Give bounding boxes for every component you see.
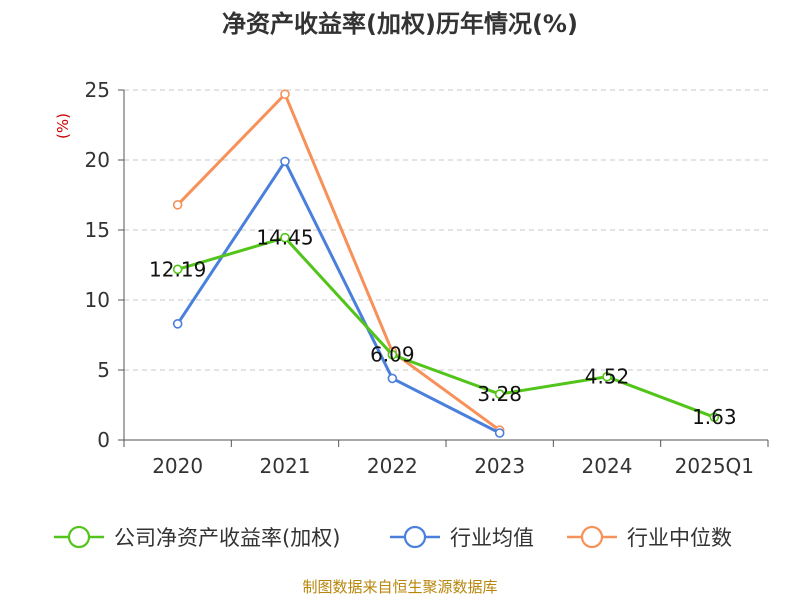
grid-lines [124,89,768,371]
x-tick-label: 2025Q1 [675,454,754,478]
series-point [172,318,183,329]
chart-title: 净资产收益率(加权)历年情况(%) [222,10,578,38]
legend-swatch-marker [403,525,427,549]
y-tick-label: 20 [85,148,110,172]
data-label: 12.19 [149,257,206,281]
series-point [172,200,183,210]
y-tick-label: 5 [97,358,110,382]
legend-label: 公司净资产收益率(加权) [114,526,340,550]
legend-label: 行业均值 [450,526,534,550]
y-tick-label: 0 [97,428,110,452]
data-label: 1.63 [692,405,737,429]
x-tick-label: 2022 [367,454,418,478]
series-point [494,428,505,438]
y-axis-unit: (%) [54,113,72,139]
x-tick-label: 2020 [152,454,203,478]
series-point [387,349,398,360]
data-label: 3.28 [477,382,522,406]
series-point [602,371,612,382]
data-label: 6.09 [370,343,415,367]
data-label: 4.52 [585,365,630,389]
series-point [387,373,398,384]
series-line [176,159,501,435]
y-tick-label: 15 [85,218,110,242]
x-tick-label: 2024 [582,454,633,478]
y-tick-label: 10 [85,288,110,312]
legend: 公司净资产收益率(加权) 行业均值 行业中位数 [54,525,732,550]
series-point [172,264,183,275]
series-point [280,156,290,167]
series-point [709,412,720,422]
legend-swatch-marker [580,525,604,549]
legend-swatch-marker [67,525,91,549]
data-label: 14.45 [256,226,313,250]
x-tick-label: 2023 [474,454,525,478]
series-line [177,236,715,419]
axes: 0 5 10 15 20 25 2020 2021 2022 2023 2024 2025Q1 [85,78,769,478]
series-line [176,92,501,432]
x-tick-label: 2021 [260,454,311,478]
series-point [280,89,290,99]
series-lines [172,89,720,438]
y-tick-label: 25 [85,78,110,102]
source-note: 制图数据来自恒生聚源数据库 [302,578,497,596]
series-point [494,389,505,399]
legend-label: 行业中位数 [627,526,732,550]
series-point [280,232,290,243]
data-labels: 12.19 14.45 6.09 3.28 4.52 1.63 [149,226,737,429]
